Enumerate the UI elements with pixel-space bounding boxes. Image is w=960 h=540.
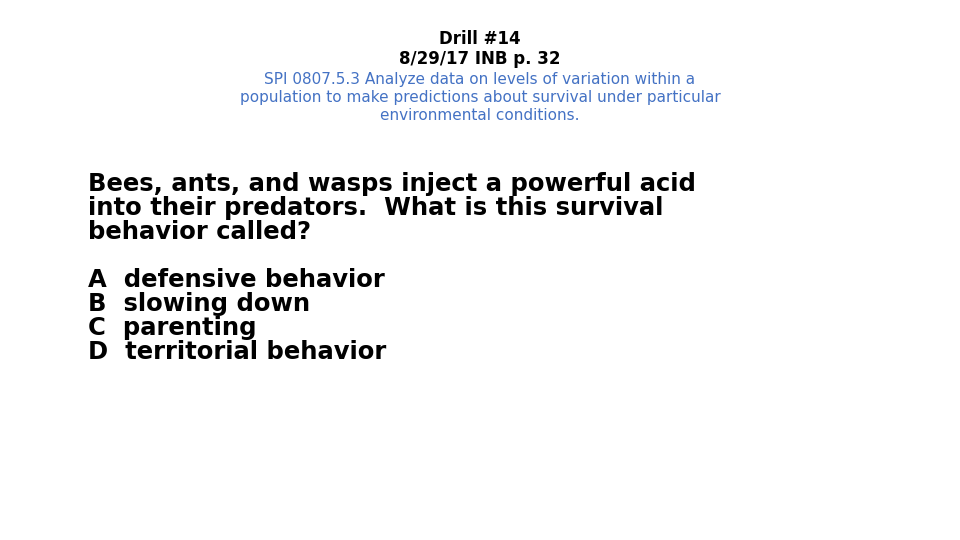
- Text: A  defensive behavior: A defensive behavior: [88, 268, 385, 292]
- Text: into their predators.  What is this survival: into their predators. What is this survi…: [88, 196, 663, 220]
- Text: D  territorial behavior: D territorial behavior: [88, 340, 386, 364]
- Text: B  slowing down: B slowing down: [88, 292, 310, 316]
- Text: Drill #14: Drill #14: [439, 30, 521, 48]
- Text: 8/29/17 INB p. 32: 8/29/17 INB p. 32: [399, 50, 561, 68]
- Text: C  parenting: C parenting: [88, 316, 256, 340]
- Text: environmental conditions.: environmental conditions.: [380, 108, 580, 123]
- Text: SPI 0807.5.3 Analyze data on levels of variation within a: SPI 0807.5.3 Analyze data on levels of v…: [264, 72, 696, 87]
- Text: Bees, ants, and wasps inject a powerful acid: Bees, ants, and wasps inject a powerful …: [88, 172, 696, 196]
- Text: behavior called?: behavior called?: [88, 220, 311, 244]
- Text: population to make predictions about survival under particular: population to make predictions about sur…: [240, 90, 720, 105]
